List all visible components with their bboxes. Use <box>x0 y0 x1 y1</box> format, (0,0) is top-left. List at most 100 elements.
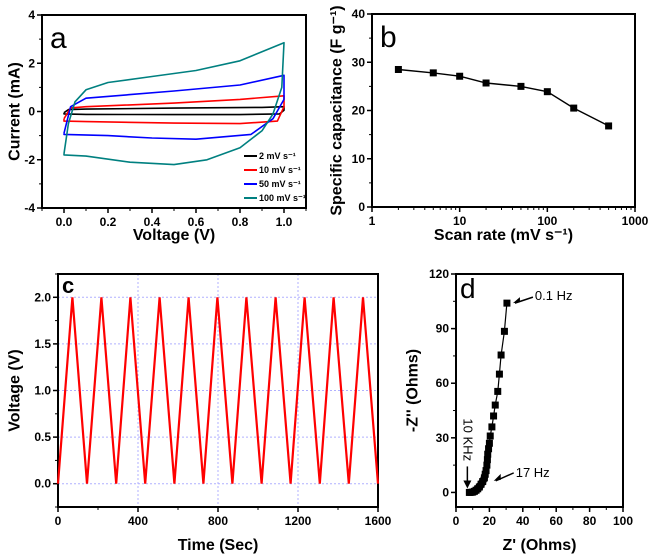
data-point <box>483 456 491 464</box>
y-tick-label: 2 <box>28 56 35 70</box>
cv-curve-3 <box>63 41 285 166</box>
data-point <box>480 474 488 482</box>
y-tick-label: 0 <box>442 485 449 499</box>
x-axis-label: Scan rate (mV s⁻¹) <box>434 227 573 244</box>
y-tick-label: 90 <box>436 322 450 336</box>
panel-letter: c <box>62 273 74 298</box>
data-point <box>394 65 402 73</box>
data-point <box>485 439 493 447</box>
x-tick-label: 100 <box>537 214 557 228</box>
y-tick-label: 0 <box>28 105 35 119</box>
x-tick-label: 0.8 <box>232 215 249 229</box>
y-tick-label: 0.5 <box>34 430 51 444</box>
data-point <box>605 122 613 130</box>
y-tick-label: 60 <box>436 376 450 390</box>
x-tick-label: 0.6 <box>188 215 205 229</box>
data-point <box>456 72 464 80</box>
y-tick-label: 1.5 <box>34 337 51 351</box>
arrow-head <box>512 297 520 304</box>
data-point <box>479 478 487 486</box>
x-tick-label: 60 <box>550 514 564 528</box>
data-point <box>484 450 492 458</box>
data-point <box>500 327 508 335</box>
data-point <box>543 88 551 96</box>
cv-curve-0 <box>63 105 285 116</box>
legend-label: 100 mV s⁻¹ <box>259 193 306 203</box>
data-point <box>503 299 511 307</box>
cv-curve-1 <box>63 95 285 125</box>
cv-curve-2 <box>63 74 285 140</box>
data-point <box>429 69 437 77</box>
panel-a: 0.0 0.2 0.4 0.6 0.8 1.0 -4 -2 0 2 4 Voltage (V) Curr… <box>7 8 307 244</box>
plot-frame <box>371 13 636 208</box>
y-axis-label: -Z'' (Ohms) <box>405 349 422 432</box>
x-tick-label: 0.2 <box>100 215 117 229</box>
panel-letter: d <box>460 273 476 304</box>
y-axis-label: Specific capacitance (F g⁻¹) <box>329 5 346 215</box>
x-axis-label: Voltage (V) <box>133 227 215 244</box>
y-axis-label: Current (mA) <box>7 62 24 161</box>
panel-b: 1 10 100 1000 0 10 20 30 40 Scan rate (mV s⁻¹) Spe… <box>329 5 649 244</box>
panel-d: 0 20 40 60 80 100 0 30 60 90 120 Z' (Ohms) -Z'' (Ohm… <box>405 267 634 554</box>
data-point <box>488 423 496 431</box>
x-tick-label: 100 <box>613 514 633 528</box>
x-axis-label: Time (Sec) <box>178 537 259 554</box>
x-tick-label: 1600 <box>365 514 392 528</box>
data-point <box>495 370 503 378</box>
data-point <box>482 79 490 87</box>
x-tick-label: 0 <box>55 514 62 528</box>
data-line <box>398 68 609 127</box>
x-axis-label: Z' (Ohms) <box>502 537 576 554</box>
data-point <box>497 351 505 359</box>
x-tick-label: 1200 <box>285 514 312 528</box>
panel-c: 0 400 800 1200 1600 0.0 0.5 1.0 1.5 2.0 Time (Sec)… <box>7 273 392 554</box>
data-line <box>56 297 380 484</box>
data-point <box>481 470 489 478</box>
data-point <box>486 432 494 440</box>
panel-letter: a <box>50 22 67 55</box>
x-tick-label: 800 <box>208 514 228 528</box>
x-tick-label: 40 <box>516 514 530 528</box>
data-point <box>482 467 490 475</box>
data-point <box>494 387 502 395</box>
y-tick-label: -2 <box>24 153 35 167</box>
annotation-label: 0.1 Hz <box>535 288 573 303</box>
y-tick-label: 30 <box>436 431 450 445</box>
y-tick-label: 40 <box>352 7 366 21</box>
legend-label: 2 mV s⁻¹ <box>259 151 296 161</box>
y-tick-label: 10 <box>352 152 366 166</box>
data-point <box>570 104 578 112</box>
data-point <box>485 445 493 453</box>
annotation-label: 10 KHz <box>460 418 475 461</box>
y-tick-label: 1.0 <box>34 384 51 398</box>
data-point <box>491 401 499 409</box>
y-tick-label: -4 <box>24 201 35 215</box>
x-tick-label: 10 <box>453 214 467 228</box>
x-tick-label: 0.0 <box>56 215 73 229</box>
y-tick-label: 30 <box>352 55 366 69</box>
y-tick-label: 120 <box>429 267 449 281</box>
x-tick-label: 1.0 <box>276 215 293 229</box>
x-tick-label: 20 <box>483 514 497 528</box>
x-tick-label: 1000 <box>622 214 649 228</box>
x-tick-label: 0.4 <box>144 215 161 229</box>
x-tick-label: 400 <box>128 514 148 528</box>
y-tick-label: 0.0 <box>34 477 51 491</box>
y-tick-label: 4 <box>28 8 35 22</box>
arrow-head <box>463 480 472 489</box>
y-tick-label: 0 <box>358 200 365 214</box>
arrow-head <box>493 473 501 481</box>
annotation-label: 17 Hz <box>516 465 550 480</box>
data-point <box>517 82 525 90</box>
x-tick-label: 80 <box>583 514 597 528</box>
data-point <box>483 461 491 469</box>
data-point <box>490 412 498 420</box>
legend-label: 50 mV s⁻¹ <box>259 179 301 189</box>
y-tick-label: 20 <box>352 104 366 118</box>
y-tick-label: 2.0 <box>34 290 51 304</box>
x-tick-label: 0 <box>453 514 460 528</box>
y-axis-label: Voltage (V) <box>7 349 24 431</box>
legend-label: 10 mV s⁻¹ <box>259 165 301 175</box>
panel-letter: b <box>380 21 397 54</box>
